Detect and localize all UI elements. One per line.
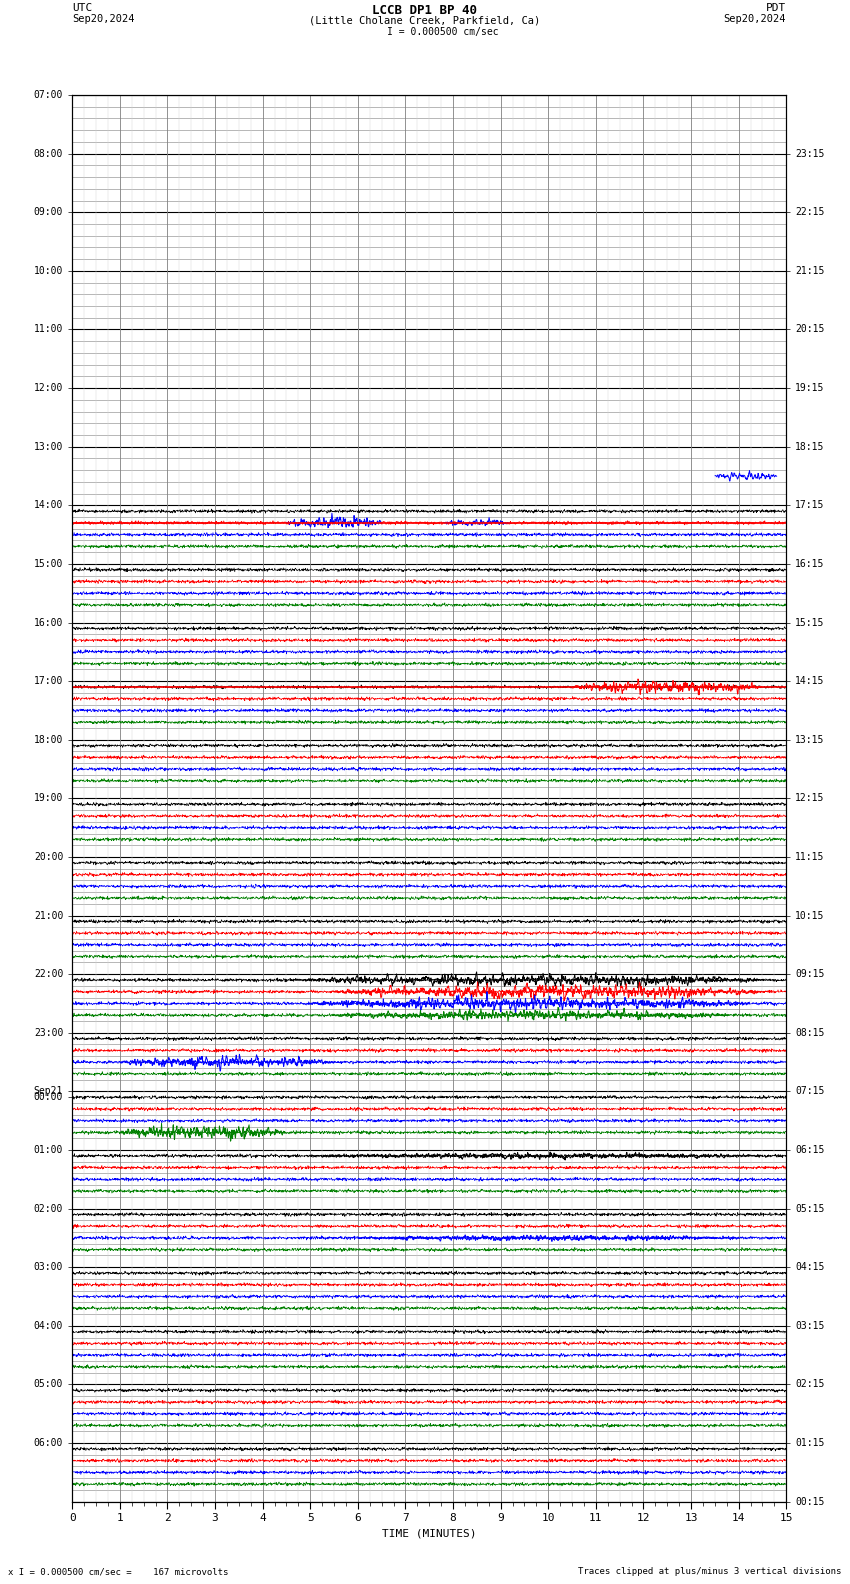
Text: UTC: UTC [72, 3, 93, 13]
X-axis label: TIME (MINUTES): TIME (MINUTES) [382, 1529, 477, 1540]
Text: (Little Cholane Creek, Parkfield, Ca): (Little Cholane Creek, Parkfield, Ca) [309, 16, 541, 25]
Text: Traces clipped at plus/minus 3 vertical divisions: Traces clipped at plus/minus 3 vertical … [578, 1567, 842, 1576]
Text: LCCB DP1 BP 40: LCCB DP1 BP 40 [372, 3, 478, 17]
Text: PDT: PDT [766, 3, 786, 13]
Text: Sep20,2024: Sep20,2024 [72, 14, 135, 24]
Text: I = 0.000500 cm/sec: I = 0.000500 cm/sec [387, 27, 498, 36]
Text: Sep20,2024: Sep20,2024 [723, 14, 786, 24]
Text: x I = 0.000500 cm/sec =    167 microvolts: x I = 0.000500 cm/sec = 167 microvolts [8, 1567, 229, 1576]
